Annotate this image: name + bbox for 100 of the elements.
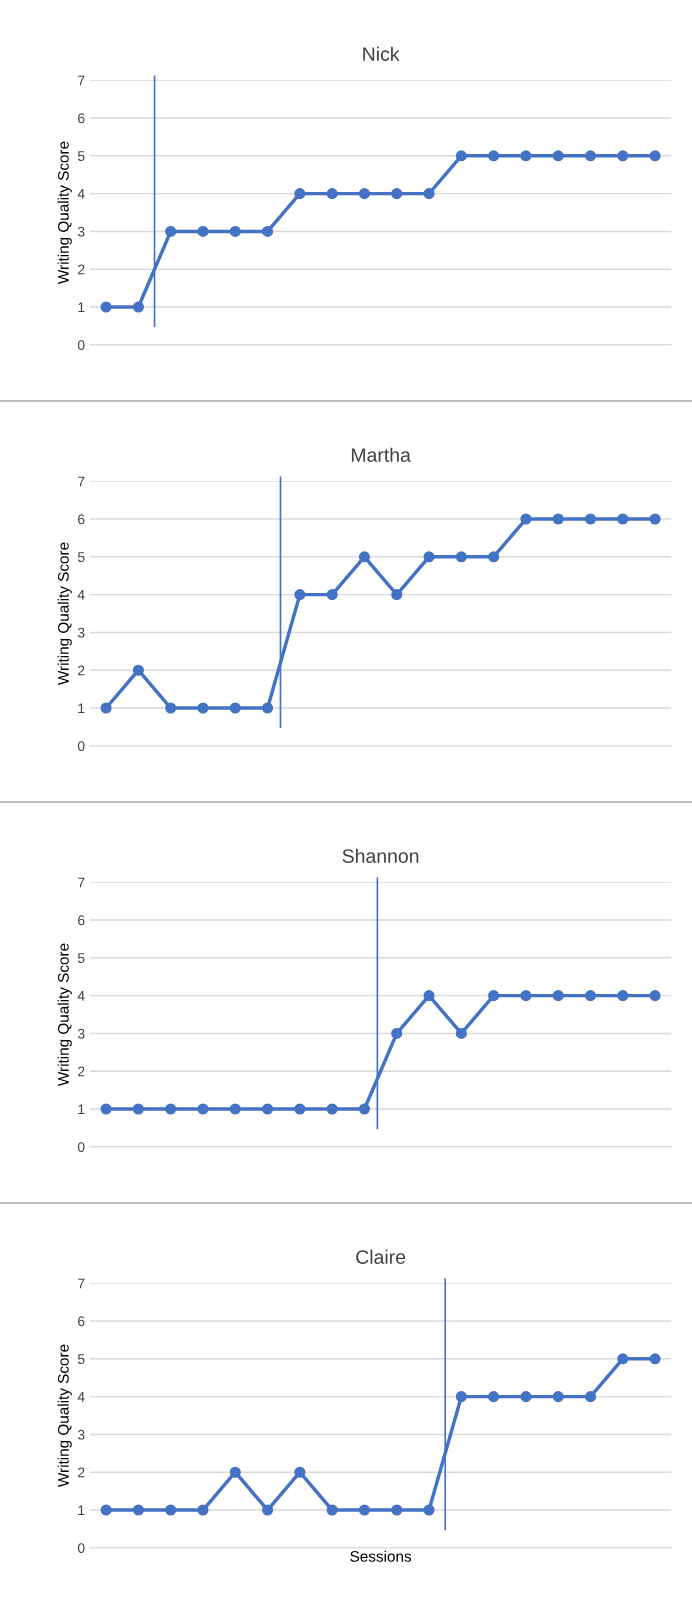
y-tick-label: 0	[77, 741, 85, 752]
y-tick-label: 7	[78, 75, 85, 86]
point	[391, 589, 403, 601]
point	[423, 551, 435, 563]
y-tick-label: 5	[77, 151, 85, 161]
y-axis-title: Writing Quality Score	[57, 943, 72, 1087]
y-axis-title: Writing Quality Score	[57, 1344, 72, 1488]
point	[423, 188, 435, 200]
point	[262, 225, 274, 237]
point	[326, 1103, 338, 1115]
point	[326, 188, 338, 200]
y-tick-label: 1	[78, 302, 85, 313]
y-tick-label: 1	[78, 1104, 85, 1115]
point	[294, 188, 306, 200]
y-tick-label: 6	[78, 915, 85, 926]
point	[391, 188, 403, 200]
point	[294, 589, 306, 601]
point	[165, 702, 177, 714]
point	[552, 1391, 564, 1403]
y-tick-label: 0	[77, 1543, 85, 1554]
point	[455, 150, 467, 162]
point	[649, 150, 661, 162]
point	[584, 990, 597, 1002]
point	[229, 225, 241, 237]
point	[262, 1103, 274, 1115]
point	[132, 664, 144, 676]
y-tick-label: 3	[77, 226, 85, 237]
point	[552, 990, 564, 1002]
point	[649, 513, 661, 525]
y-tick-label: 3	[77, 627, 85, 638]
chart-title: Nick	[363, 46, 400, 61]
point	[100, 1103, 112, 1115]
y-tick-label: 5	[77, 1354, 85, 1364]
y-tick-label: 2	[78, 1467, 85, 1478]
point	[197, 702, 209, 714]
point	[488, 551, 500, 563]
point	[552, 150, 564, 162]
y-tick-label: 6	[78, 113, 85, 124]
y-tick-label: 5	[77, 953, 85, 963]
point	[229, 1466, 241, 1478]
chart-title: Martha	[351, 447, 411, 462]
y-tick-label: 7	[78, 877, 85, 888]
point	[520, 513, 532, 525]
point	[326, 1504, 338, 1516]
point	[520, 1391, 532, 1403]
point	[488, 990, 500, 1002]
point	[649, 1353, 661, 1365]
point	[488, 150, 500, 162]
y-tick-label: 3	[77, 1429, 85, 1440]
y-tick-label: 2	[78, 665, 85, 676]
point	[100, 1504, 112, 1516]
point	[455, 1391, 467, 1403]
point	[100, 702, 112, 714]
point	[455, 551, 467, 563]
point	[391, 1504, 403, 1516]
point	[262, 1504, 274, 1516]
y-tick-label: 5	[77, 552, 85, 562]
point	[455, 1027, 467, 1039]
point	[197, 1103, 209, 1115]
point	[552, 513, 564, 525]
point	[617, 990, 629, 1002]
y-tick-label: 4	[77, 590, 85, 600]
point	[358, 1504, 371, 1516]
point	[520, 150, 532, 162]
y-tick-label: 6	[78, 514, 85, 525]
point	[488, 1391, 500, 1403]
y-tick-label: 3	[77, 1028, 85, 1039]
point	[100, 301, 112, 313]
point	[617, 150, 629, 162]
point	[262, 702, 274, 714]
point	[617, 1353, 629, 1365]
point	[229, 702, 241, 714]
y-tick-label: 1	[78, 703, 85, 714]
y-tick-label: 6	[78, 1316, 85, 1327]
y-tick-label: 7	[78, 1278, 85, 1289]
point	[165, 1504, 177, 1516]
y-tick-label: 0	[77, 340, 85, 351]
point	[197, 225, 209, 237]
point	[294, 1103, 306, 1115]
point	[584, 1391, 597, 1403]
point	[165, 1103, 177, 1115]
point	[132, 301, 144, 313]
point	[132, 1103, 144, 1115]
y-tick-label: 2	[78, 264, 85, 275]
point	[358, 551, 371, 563]
point	[197, 1504, 209, 1516]
y-axis-title: Writing Quality Score	[57, 141, 72, 285]
point	[358, 1103, 371, 1115]
point	[649, 990, 661, 1002]
y-tick-label: 4	[77, 189, 85, 199]
point	[617, 513, 629, 525]
y-tick-label: 4	[77, 1392, 85, 1402]
point	[132, 1504, 144, 1516]
point	[520, 990, 532, 1002]
chart-title: Shannon	[342, 848, 419, 863]
y-axis-title: Writing Quality Score	[57, 542, 72, 686]
point	[229, 1103, 241, 1115]
point	[423, 990, 435, 1002]
point	[326, 589, 338, 601]
y-tick-label: 0	[77, 1142, 85, 1153]
